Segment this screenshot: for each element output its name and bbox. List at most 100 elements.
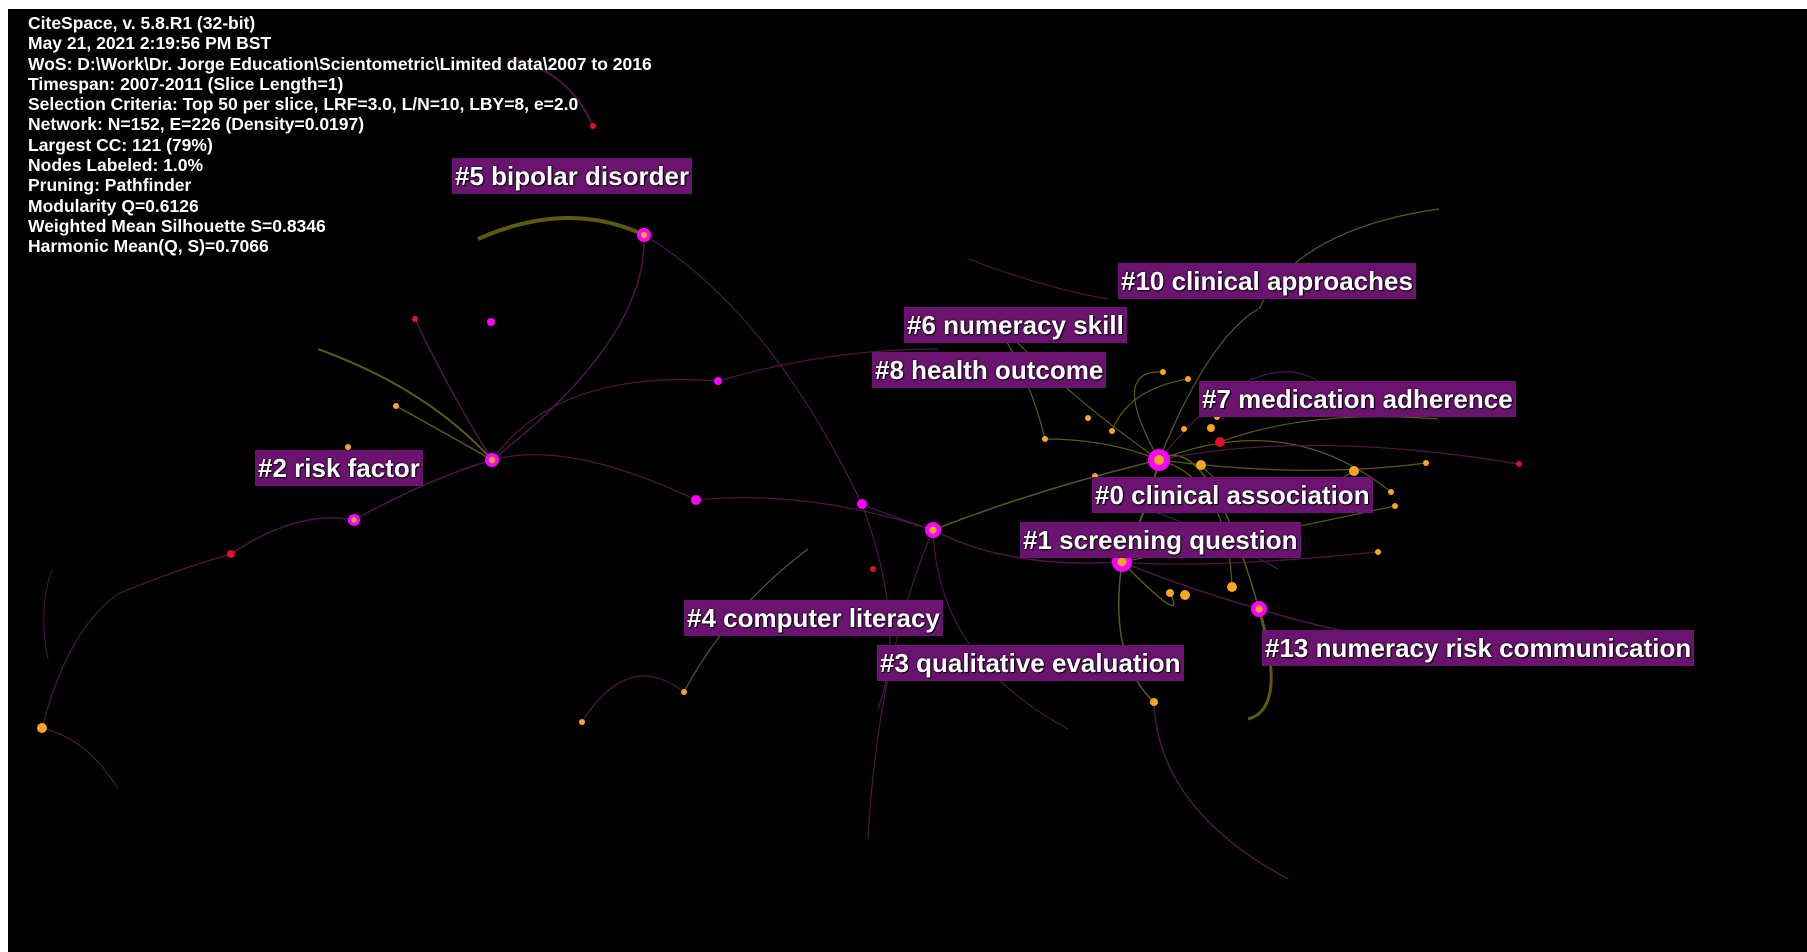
network-node-core (488, 456, 496, 464)
network-node[interactable] (1160, 369, 1166, 375)
edge (477, 216, 645, 241)
network-node[interactable] (681, 689, 687, 695)
cluster-label-1[interactable]: #1 screening question (1020, 522, 1301, 558)
info-network: Network: N=152, E=226 (Density=0.0197) (28, 114, 365, 135)
cluster-label-7[interactable]: #7 medication adherence (1199, 381, 1516, 417)
edge (717, 348, 939, 382)
network-node[interactable] (714, 377, 722, 385)
network-node[interactable] (579, 719, 585, 725)
edge (414, 318, 493, 461)
cluster-label-8[interactable]: #8 health outcome (872, 352, 1107, 388)
network-node[interactable] (412, 316, 418, 322)
edge (41, 727, 119, 790)
network-node[interactable] (1516, 461, 1522, 467)
network-node[interactable] (1196, 460, 1206, 470)
network-node[interactable] (1227, 582, 1237, 592)
edge (1158, 371, 1324, 461)
cluster-label-4[interactable]: #4 computer literacy (684, 600, 943, 636)
edge (1121, 561, 1175, 607)
info-source: WoS: D:\Work\Dr. Jorge Education\Sciento… (28, 53, 652, 74)
edge (1153, 701, 1289, 880)
info-selection: Selection Criteria: Top 50 per slice, LR… (28, 94, 579, 115)
network-node[interactable] (1150, 698, 1158, 706)
edge (491, 454, 697, 501)
network-node[interactable] (1375, 549, 1381, 555)
network-node[interactable] (393, 403, 399, 409)
edge (861, 503, 934, 531)
edge (1044, 438, 1160, 461)
info-harmonic: Harmonic Mean(Q, S)=0.7066 (28, 236, 269, 257)
network-node[interactable] (857, 499, 867, 509)
edge (1247, 608, 1273, 721)
info-pruning: Pruning: Pathfinder (28, 175, 192, 196)
edge (695, 497, 934, 531)
edge (643, 234, 863, 505)
network-node[interactable] (590, 123, 596, 129)
edge (491, 234, 645, 461)
cluster-label-3[interactable]: #3 qualitative evaluation (877, 645, 1184, 681)
network-node[interactable] (37, 723, 47, 733)
edge (395, 405, 493, 461)
network-node-core (640, 231, 648, 239)
network-node[interactable] (870, 566, 876, 572)
info-version: CiteSpace, v. 5.8.R1 (32-bit) (28, 13, 256, 33)
node-layer (37, 123, 1522, 733)
edge (581, 675, 685, 723)
edge (932, 459, 1160, 531)
network-node[interactable] (1180, 590, 1190, 600)
network-node-core (1117, 557, 1127, 567)
network-node[interactable] (1215, 437, 1225, 447)
network-node[interactable] (1085, 415, 1091, 421)
edge (1121, 551, 1379, 565)
edge (1219, 416, 1439, 443)
network-node[interactable] (1423, 460, 1429, 466)
cluster-label-10[interactable]: #10 clinical approaches (1118, 263, 1416, 299)
network-node-core (351, 517, 357, 523)
network-node-core (1154, 455, 1164, 465)
network-node[interactable] (1185, 376, 1191, 382)
edge (317, 348, 493, 461)
network-node-core (1255, 605, 1263, 613)
edge (1121, 561, 1260, 610)
edge (43, 568, 53, 660)
edge (491, 379, 719, 461)
network-node[interactable] (1392, 503, 1398, 509)
edge (117, 553, 232, 595)
edge (1158, 444, 1520, 465)
edge (1133, 371, 1164, 461)
network-node[interactable] (1181, 426, 1187, 432)
edge (1158, 308, 1259, 461)
edge (932, 529, 1123, 564)
cluster-label-6[interactable]: #6 numeracy skill (904, 307, 1127, 343)
info-silhouette: Weighted Mean Silhouette S=0.8346 (28, 215, 326, 236)
cluster-label-5[interactable]: #5 bipolar disorder (452, 158, 693, 194)
info-panel: CiteSpace, v. 5.8.R1 (32-bit) May 21, 20… (28, 13, 652, 257)
network-node[interactable] (1166, 589, 1174, 597)
edge (967, 258, 1109, 300)
network-node-core (929, 526, 937, 534)
edge (41, 593, 119, 729)
network-node[interactable] (227, 550, 235, 558)
cluster-label-2[interactable]: #2 risk factor (255, 450, 423, 486)
edge (932, 529, 1069, 730)
edge (353, 459, 493, 521)
network-canvas[interactable]: CiteSpace, v. 5.8.R1 (32-bit) May 21, 20… (8, 9, 1807, 952)
network-node[interactable] (487, 318, 495, 326)
edge (1158, 440, 1392, 493)
edge (230, 517, 355, 555)
cluster-label-0[interactable]: #0 clinical association (1092, 477, 1373, 513)
edge (867, 529, 934, 840)
info-nodes-labeled: Nodes Labeled: 1.0% (28, 155, 204, 176)
network-node[interactable] (1349, 466, 1359, 476)
edge (1117, 561, 1155, 703)
network-node[interactable] (1042, 436, 1048, 442)
network-node[interactable] (1109, 428, 1115, 434)
edge (1111, 378, 1189, 432)
network-node[interactable] (691, 495, 701, 505)
info-timespan: Timespan: 2007-2011 (Slice Length=1) (28, 73, 344, 94)
info-largest-cc: Largest CC: 121 (79%) (28, 134, 213, 155)
network-node[interactable] (1388, 489, 1394, 495)
cluster-label-13[interactable]: #13 numeracy risk communication (1262, 630, 1695, 666)
network-node[interactable] (1207, 424, 1215, 432)
network-node[interactable] (345, 444, 351, 450)
